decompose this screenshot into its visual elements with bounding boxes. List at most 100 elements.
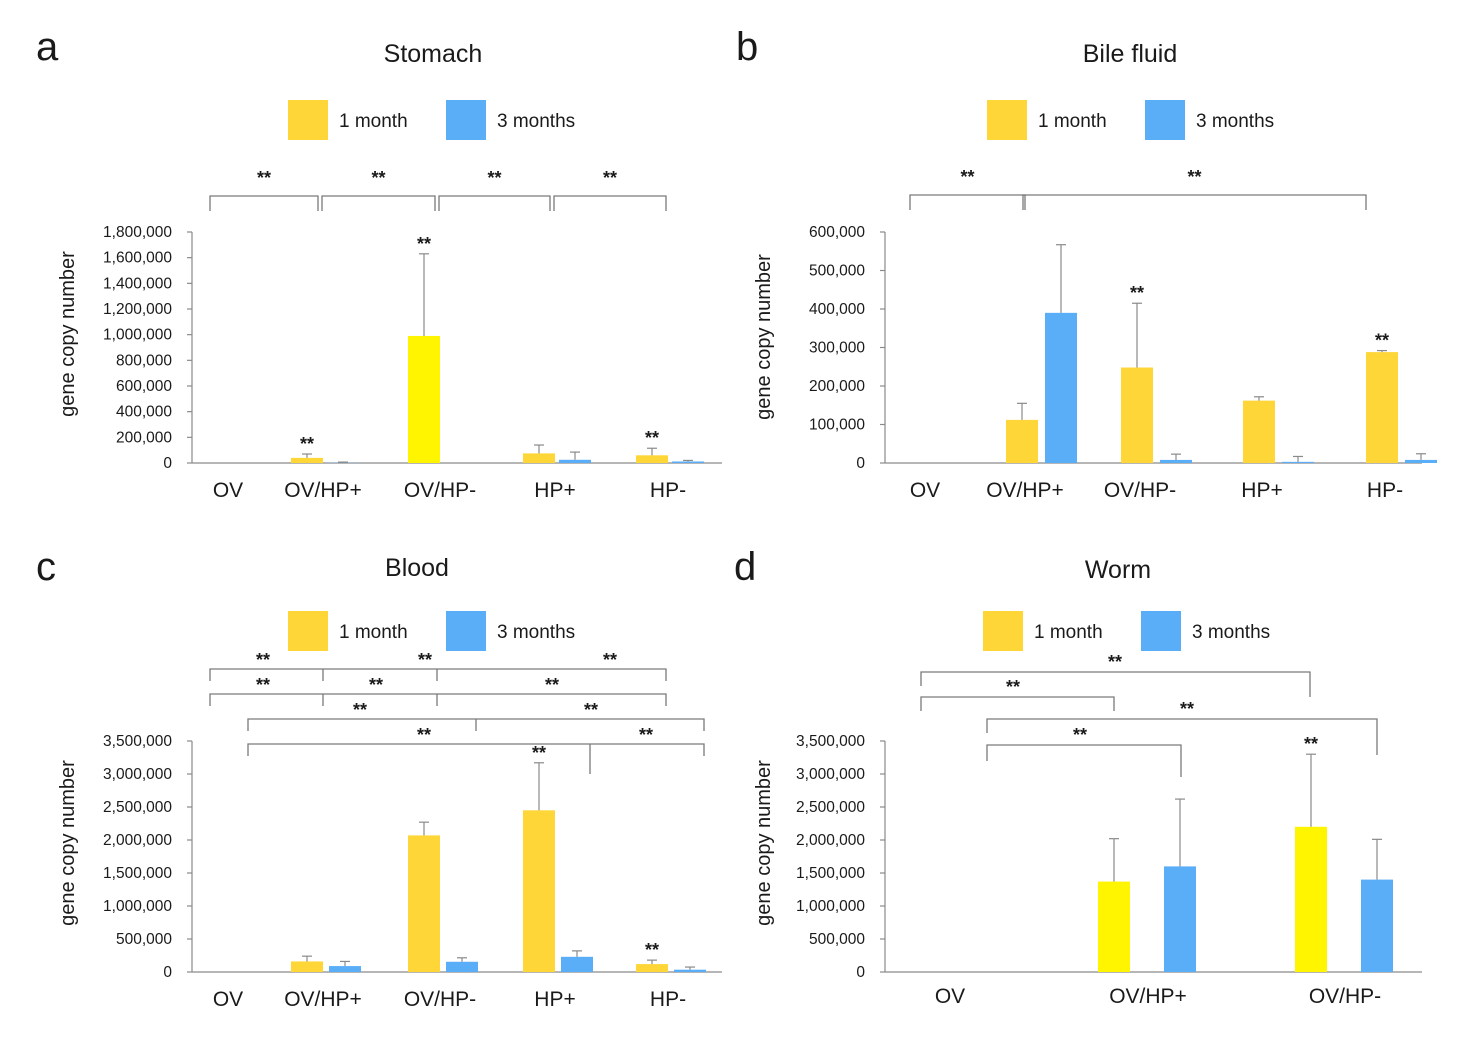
significance-bracket [438,195,551,211]
significance-bracket [909,194,1026,210]
x-category-label: OV/HP- [404,479,476,502]
y-tick-label: 1,400,000 [103,275,172,292]
bar-1-month [1243,400,1275,463]
legend-swatch-1-month [983,611,1023,651]
significance-bracket [1022,194,1367,210]
y-axis-label: gene copy number [753,760,775,926]
bar-1-month [523,453,555,463]
legend-swatch-1-month [987,100,1027,140]
y-tick-label: 1,000,000 [103,327,172,344]
y-tick-label: 1,800,000 [103,224,172,241]
legend-swatch-3-months [446,611,486,651]
bracket-star: ** [545,675,559,695]
bracket-star: ** [1187,167,1201,187]
bar-3-months [1164,866,1196,972]
x-category-label: HP+ [1241,479,1282,502]
bar-3-months [672,461,704,463]
y-axis-label: gene copy number [753,254,775,420]
panel-d: d Worm 1 month 3 months gene copy number 0 500… [734,545,1422,1008]
legend-swatch-3-months [446,100,486,140]
bracket-star: ** [1108,652,1122,672]
panel-a: a Stomach 1 month 3 months gene copy number 0… [36,25,722,502]
panel-b: b Bile fluid 1 month 3 months gene copy numb… [736,25,1437,502]
panel-letter: d [734,545,756,589]
y-tick-label: 500,000 [116,931,172,948]
y-tick-label: 500,000 [809,263,865,280]
x-category-label: OV/HP- [1309,985,1381,1008]
y-tick-label: 0 [163,455,172,472]
significance-bracket [209,668,667,681]
bracket-star: ** [1180,699,1194,719]
y-tick-label: 200,000 [116,429,172,446]
bracket-star: ** [418,650,432,670]
bar-3-months [329,966,361,972]
legend-swatch-3-months [1145,100,1185,140]
bar-1-month [1366,352,1398,463]
chart-title: Bile fluid [1083,40,1178,68]
legend-label: 3 months [497,622,575,643]
bar-3-months [1045,312,1077,463]
bracket-star: ** [639,725,653,745]
x-category-label: OV [213,988,243,1011]
bar-1-month [1121,367,1153,463]
bracket-star: ** [960,167,974,187]
bracket-star: ** [417,725,431,745]
significance-bracket [920,696,1115,711]
bar-3-months [1160,459,1192,463]
bar-1-month [408,335,440,463]
x-category-label: OV/HP- [404,988,476,1011]
y-tick-label: 3,000,000 [103,766,172,783]
x-category-label: OV/HP+ [986,479,1064,502]
y-tick-label: 3,500,000 [103,733,172,750]
bar-3-months [674,969,706,972]
x-category-label: HP- [650,988,686,1011]
y-tick-label: 0 [163,964,172,981]
significance-star: ** [417,234,431,254]
legend-label: 1 month [1038,111,1107,132]
legend-label: 1 month [1034,622,1103,643]
x-category-label: HP- [650,479,686,502]
bar-1-month [1006,419,1038,463]
significance-bracket [920,671,1311,697]
significance-star: ** [1375,331,1389,351]
x-category-label: HP+ [534,479,575,502]
bracket-star: ** [1006,677,1020,697]
legend-label: 3 months [1196,111,1274,132]
chart-title: Blood [385,554,449,582]
y-tick-label: 500,000 [809,931,865,948]
bracket-star: ** [603,168,617,188]
y-axis-label: gene copy number [57,760,79,926]
significance-bracket [986,744,1182,777]
bracket-star: ** [369,675,383,695]
legend-label: 3 months [497,111,575,132]
significance-star: ** [1304,734,1318,754]
y-tick-label: 300,000 [809,340,865,357]
chart-title: Worm [1085,556,1151,584]
bar-3-months [446,961,478,972]
significance-bracket [247,743,705,756]
bracket-star: ** [487,168,501,188]
significance-bracket [553,195,667,211]
significance-star: ** [1130,283,1144,303]
bar-1-month [408,835,440,972]
significance-bracket [986,718,1378,755]
y-tick-label: 400,000 [116,404,172,421]
bar-3-months [1405,459,1437,463]
x-category-label: OV [910,479,940,502]
x-category-label: OV [935,985,965,1008]
y-tick-label: 1,000,000 [796,898,865,915]
y-tick-label: 1,600,000 [103,250,172,267]
y-tick-label: 2,500,000 [796,799,865,816]
y-tick-label: 400,000 [809,301,865,318]
bar-3-months [1282,461,1314,463]
panel-letter: b [736,25,758,69]
y-tick-label: 3,000,000 [796,766,865,783]
y-tick-label: 3,500,000 [796,733,865,750]
panel-letter: a [36,25,59,69]
legend-label: 1 month [339,622,408,643]
x-category-label: OV/HP+ [1109,985,1187,1008]
bar-1-month [1295,826,1327,972]
bar-1-month [291,961,323,972]
x-category-label: OV/HP+ [284,988,362,1011]
